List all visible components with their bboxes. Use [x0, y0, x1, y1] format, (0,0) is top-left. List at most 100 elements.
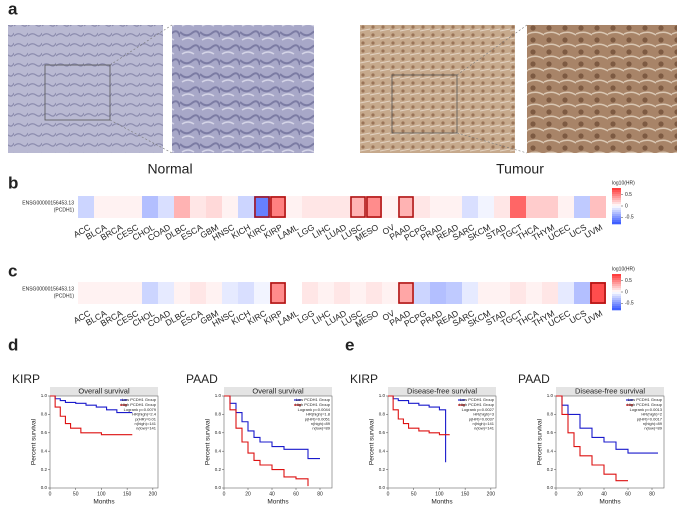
legend-label: High PCDH1 Group: [627, 402, 663, 407]
significant-box: [350, 196, 366, 218]
heat-cell: [446, 282, 462, 304]
y-tick-label: 1.0: [215, 393, 222, 398]
annotation: n(low)=89: [644, 425, 662, 430]
annotation: n(high)=141: [473, 421, 495, 426]
heat-cell: [206, 282, 222, 304]
annotation: n(low)=141: [136, 425, 157, 430]
y-tick-label: 1.0: [41, 393, 48, 398]
heat-cell: [350, 196, 366, 218]
colorbar-tick-label: -0.5: [625, 215, 634, 221]
heat-cell: [366, 282, 382, 304]
significant-box: [398, 282, 414, 304]
heat-cell: [526, 282, 542, 304]
annotation: HR(high)=3: [473, 412, 494, 417]
chart-subtitle: Disease-free survival: [575, 386, 645, 395]
colorbar-step: [612, 220, 621, 223]
heat-cell: [430, 196, 446, 218]
y-tick-label: 0.8: [547, 412, 554, 417]
x-tick-label: 80: [649, 491, 655, 497]
heat-cell: [366, 196, 382, 218]
chart-subtitle: Disease-free survival: [407, 386, 477, 395]
heat-cell: [398, 196, 414, 218]
y-tick-label: 0.0: [41, 485, 48, 490]
heat-cell: [526, 196, 542, 218]
legend-label: Low PCDH1 Group: [460, 397, 495, 402]
heat-cell: [334, 282, 350, 304]
x-axis-label: Months: [599, 499, 621, 506]
significant-box: [270, 282, 286, 304]
heat-cell: [238, 196, 254, 218]
zoom-box: [44, 64, 111, 121]
colorbar-step: [612, 280, 621, 283]
panel-label: e: [345, 335, 354, 354]
y-tick-label: 0.8: [41, 412, 48, 417]
heat-cell: [302, 282, 318, 304]
panel-label: c: [8, 261, 17, 280]
x-tick-label: 20: [245, 491, 251, 497]
x-tick-label: 200: [149, 491, 158, 497]
heat-cell: [574, 196, 590, 218]
heat-cell: [302, 196, 318, 218]
survival-curve: [388, 395, 447, 463]
chart-title: PAAD: [186, 372, 218, 386]
heat-cell: [318, 282, 334, 304]
zoom-line: [109, 24, 173, 66]
colorbar-step: [612, 200, 621, 203]
colorbar-step: [612, 212, 621, 215]
subtitle-band: [388, 387, 496, 396]
survival-curve: [224, 395, 320, 460]
heat-cell: [126, 196, 142, 218]
annotation: n(low)=89: [312, 425, 330, 430]
heat-cell: [494, 282, 510, 304]
zoom-box: [391, 74, 458, 134]
heat-cell: [142, 196, 158, 218]
heat-cell: [382, 196, 398, 218]
y-tick-label: 0.0: [547, 485, 554, 490]
significant-box: [270, 196, 286, 218]
heat-cell: [126, 282, 142, 304]
colorbar-step: [612, 308, 621, 311]
y-tick-label: 0.0: [215, 485, 222, 490]
colorbar-tick-label: 0: [625, 289, 628, 295]
panel-label: b: [8, 173, 18, 192]
heat-cell: [78, 196, 94, 218]
tumour-image: [360, 25, 515, 153]
heat-cell: [590, 196, 606, 218]
histology-images: [8, 24, 677, 154]
heat-cell: [510, 196, 526, 218]
zoom-line: [456, 132, 528, 154]
colorbar-step: [612, 282, 621, 285]
heat-cell: [414, 196, 430, 218]
annotation: Logrank p=0.0044: [298, 407, 331, 412]
colorbar-step: [612, 284, 621, 287]
heat-cell: [478, 196, 494, 218]
heat-cell: [542, 196, 558, 218]
heat-cell: [78, 282, 94, 304]
y-tick-label: 0.2: [547, 467, 554, 472]
y-tick-label: 1.0: [379, 393, 386, 398]
survival-curve: [50, 395, 133, 436]
row-label: (PCDH1): [54, 207, 75, 213]
colorbar-step: [612, 216, 621, 219]
annotation: p(HR)=0.0037: [469, 416, 495, 421]
heat-cell: [174, 196, 190, 218]
annotation: HR(high)=2: [641, 412, 662, 417]
colorbar-step: [612, 222, 621, 225]
colorbar-tick-label: 0.5: [625, 192, 632, 198]
colorbar-step: [612, 206, 621, 209]
y-tick-label: 0.4: [547, 448, 554, 453]
plot-frame: [223, 395, 333, 489]
annotation: n(low)=141: [474, 425, 495, 430]
chart-title: KIRP: [350, 372, 378, 386]
x-tick-label: 40: [601, 491, 607, 497]
y-tick-label: 0.6: [215, 430, 222, 435]
colorbar-step: [612, 274, 621, 277]
legend-label: High PCDH1 Group: [121, 402, 157, 407]
heat-cell: [142, 282, 158, 304]
x-tick-label: 60: [625, 491, 631, 497]
subtitle-band: [224, 387, 332, 396]
heat-cell: [558, 196, 574, 218]
heat-cell: [494, 196, 510, 218]
colorbar-step: [612, 202, 621, 205]
